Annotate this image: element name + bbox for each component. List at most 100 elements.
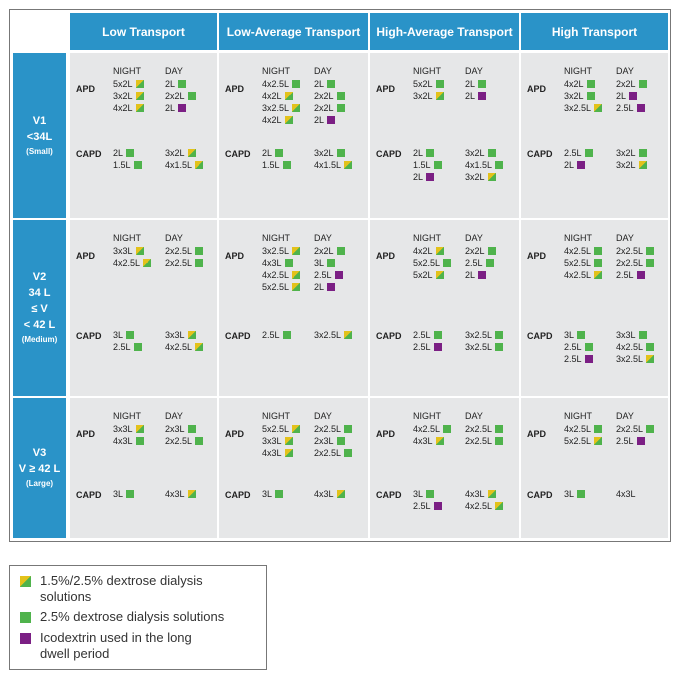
solution-entry: 5x2L xyxy=(413,78,467,90)
night-column: 3L xyxy=(113,488,167,500)
green-swatch-icon xyxy=(344,449,353,457)
mix-swatch-icon xyxy=(284,92,293,100)
day-column: 3x2.5L 3x2.5L xyxy=(465,329,519,353)
day-column: DAY 2x2.5L 2x2.5L xyxy=(465,410,519,447)
green-swatch-icon xyxy=(327,80,336,88)
apd-label: APD xyxy=(376,84,396,94)
solution-entry: 5x2.5L xyxy=(564,435,618,447)
night-column: 2.5L 2.5L xyxy=(413,329,467,353)
volume-text: 3x2.5L xyxy=(262,246,290,256)
day-column: 3x2L 4x1.5L xyxy=(314,147,368,171)
purple-swatch-icon xyxy=(178,104,187,112)
solution-entry: 2x2.5L xyxy=(314,423,368,435)
day-column: DAY 2x2.5L 2x3L 2x2.5L xyxy=(314,410,368,459)
solution-entry: 2x2L xyxy=(314,90,368,102)
green-swatch-icon xyxy=(487,247,496,255)
green-swatch-icon xyxy=(195,259,204,267)
solution-entry: 2L xyxy=(465,78,519,90)
volume-text: 2x2.5L xyxy=(616,246,644,256)
volume-text: 4x2L xyxy=(113,103,133,113)
green-swatch-icon xyxy=(435,80,444,88)
green-swatch-icon xyxy=(433,331,442,339)
column-header: Low-Average Transport xyxy=(219,13,368,50)
volume-text: 2L xyxy=(616,91,627,101)
legend-item: Icodextrin used in the long dwell period xyxy=(20,630,220,662)
volume-text: 3x3L xyxy=(165,330,185,340)
apd-label: APD xyxy=(527,429,547,439)
solution-entry: 3x2L xyxy=(616,159,670,171)
volume-text: 4x2.5L xyxy=(564,246,592,256)
green-swatch-icon xyxy=(584,343,593,351)
solution-entry: 2.5L xyxy=(113,341,167,353)
green-swatch-icon xyxy=(577,331,586,339)
apd-label: APD xyxy=(225,429,245,439)
night-column: NIGHT 5x2.5L 3x3L 4x3L xyxy=(262,410,316,459)
volume-text: 4x3L xyxy=(262,448,282,458)
day-heading: DAY xyxy=(165,66,183,76)
volume-text: 2L xyxy=(165,103,176,113)
volume-text: 2L xyxy=(314,282,325,292)
solution-entry: 2L xyxy=(314,114,368,126)
mix-swatch-icon xyxy=(435,271,444,279)
volume-text: 2.5L xyxy=(413,342,431,352)
solution-entry: 4x3L xyxy=(413,435,467,447)
row-header-line: V ≥ 42 L xyxy=(18,463,61,475)
solution-entry: 2x2.5L xyxy=(165,435,219,447)
night-column: NIGHT 4x2.5L 4x3L xyxy=(413,410,467,447)
solution-entry: 2x2L xyxy=(165,90,219,102)
volume-text: 2.5L xyxy=(616,103,634,113)
green-swatch-icon xyxy=(195,437,204,445)
volume-text: 5x2L xyxy=(413,79,433,89)
volume-text: 3x3L xyxy=(113,246,133,256)
row-header-line: 34 L xyxy=(28,287,51,299)
day-column: 3x3L 4x2.5L xyxy=(165,329,219,353)
apd-label: APD xyxy=(76,84,96,94)
day-column: DAY 2L 2x2L 2x2L 2L xyxy=(314,65,368,126)
solution-entry: 3L xyxy=(262,488,316,500)
solution-entry: 2x2L xyxy=(616,78,670,90)
mix-swatch-icon xyxy=(344,161,353,169)
volume-text: 2L xyxy=(314,79,325,89)
volume-text: 2.5L xyxy=(113,342,131,352)
solution-entry: 4x1.5L xyxy=(465,159,519,171)
volume-text: 5x2.5L xyxy=(413,258,441,268)
solution-entry: 2.5L xyxy=(564,147,618,159)
volume-text: 3x3L xyxy=(616,330,636,340)
dialysis-prescription-table: Low Transport Low-Average Transport High-A… xyxy=(9,9,671,542)
row-header-line: ≤ V xyxy=(31,303,48,315)
solution-entry: 2L xyxy=(465,90,519,102)
night-heading: NIGHT xyxy=(262,66,290,76)
row-header: V2 34 L ≤ V < 42 L (Medium) xyxy=(13,220,66,396)
green-swatch-icon xyxy=(443,259,452,267)
capd-label: CAPD xyxy=(225,490,251,500)
night-heading: NIGHT xyxy=(113,411,141,421)
volume-text: 5x2L xyxy=(413,270,433,280)
column-header: High-Average Transport xyxy=(370,13,519,50)
solution-entry: 4x3L xyxy=(262,257,316,269)
volume-text: 2x2L xyxy=(314,103,334,113)
purple-swatch-icon xyxy=(636,271,645,279)
green-swatch-icon xyxy=(584,149,593,157)
night-column: 3L xyxy=(262,488,316,500)
solution-entry: 3x2.5L xyxy=(616,353,670,365)
night-heading: NIGHT xyxy=(262,411,290,421)
solution-entry: 3x3L xyxy=(113,423,167,435)
solution-entry: 5x2L xyxy=(113,78,167,90)
solution-entry: 3x2L xyxy=(616,147,670,159)
volume-text: 3x2.5L xyxy=(262,103,290,113)
volume-text: 2L xyxy=(413,172,424,182)
night-heading: NIGHT xyxy=(413,66,441,76)
green-swatch-icon xyxy=(485,259,494,267)
day-heading: DAY xyxy=(314,411,332,421)
green-swatch-icon xyxy=(282,161,291,169)
night-column: 3L 2.5L xyxy=(113,329,167,353)
purple-swatch-icon xyxy=(334,271,343,279)
volume-text: 2L xyxy=(314,115,325,125)
volume-text: 2L xyxy=(465,79,476,89)
volume-text: 3x2L xyxy=(564,91,584,101)
volume-text: 3x3L xyxy=(113,424,133,434)
solution-entry: 3x3L xyxy=(113,245,167,257)
table-cell: APD NIGHT 4x2.5L 4x3L DAY 2x2.5L 2x2.5L CAPD 3L 2… xyxy=(370,398,519,538)
solution-entry: 3x2L xyxy=(564,90,618,102)
row-header-line: V1 xyxy=(32,114,47,127)
